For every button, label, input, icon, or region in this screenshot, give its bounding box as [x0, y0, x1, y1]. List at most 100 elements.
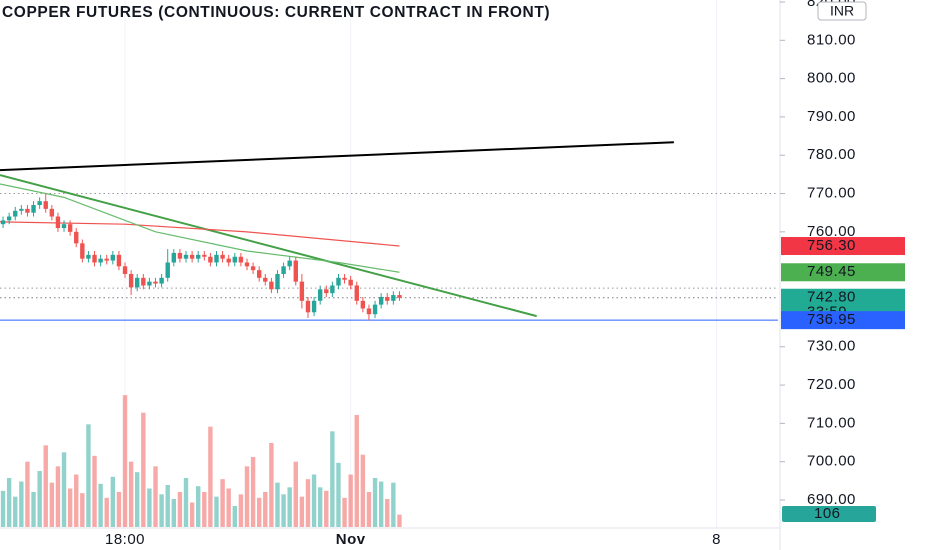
y-tick-label: 770.00: [807, 185, 856, 202]
currency-label: INR: [830, 3, 854, 19]
candle-body: [324, 289, 329, 294]
candle-body: [80, 243, 85, 259]
y-tick-label: 800.00: [807, 70, 856, 87]
candle-body: [348, 279, 353, 286]
volume-bar: [391, 482, 396, 527]
volume-bar: [378, 481, 384, 527]
price-label-box: [781, 311, 905, 330]
candle-body: [116, 254, 122, 267]
candle-body: [122, 266, 128, 274]
chart-title: COPPER FUTURES (CONTINUOUS: CURRENT CONT…: [2, 4, 550, 21]
volume-bar: [153, 466, 158, 527]
candle-body: [269, 281, 274, 290]
volume-bar: [135, 472, 140, 527]
volume-bar: [232, 506, 237, 527]
volume-bar: [275, 482, 280, 527]
y-tick-label: 720.00: [807, 376, 856, 393]
candle-body: [330, 285, 335, 294]
candle-body: [202, 254, 207, 257]
candle-body: [19, 208, 24, 211]
volume-bar: [183, 478, 189, 527]
volume-bar: [122, 395, 128, 527]
candle-body: [311, 300, 317, 313]
volume-bar: [226, 488, 231, 527]
volume-bar: [348, 474, 353, 527]
candle-body: [135, 277, 140, 288]
volume-bar: [49, 482, 55, 527]
volume-bar: [256, 497, 262, 527]
candle-body: [220, 254, 225, 259]
candle-body: [147, 281, 152, 286]
candle-body: [385, 296, 390, 301]
candle-body: [281, 266, 286, 274]
volume-bar: [19, 481, 24, 527]
candle-body: [37, 201, 42, 206]
y-tick-label: 730.00: [807, 338, 856, 355]
candle-body: [165, 262, 170, 278]
y-tick-label: 710.00: [807, 414, 856, 431]
volume-bar: [147, 488, 152, 527]
price-label: 736.95: [807, 311, 856, 328]
volume-bar: [263, 492, 268, 527]
candle-body: [366, 308, 372, 315]
volume-bar: [31, 492, 36, 527]
volume-bar: [342, 497, 347, 527]
candle-body: [159, 277, 164, 284]
candle-body: [238, 256, 244, 263]
candle-body: [317, 289, 323, 301]
candle-body: [171, 252, 177, 263]
volume-bar: [177, 492, 183, 527]
volume-bar: [37, 471, 42, 527]
y-tick-label: 700.00: [807, 453, 856, 470]
volume-bar: [165, 485, 170, 527]
candle-body: [86, 254, 91, 259]
candle-body: [232, 256, 237, 263]
price-label: 749.45: [807, 263, 856, 280]
candle-body: [31, 205, 36, 213]
volume-bar: [250, 457, 256, 527]
trend-line: [0, 221, 400, 247]
candle-body: [336, 277, 341, 286]
volume-bar: [74, 474, 79, 527]
candle-body: [177, 252, 183, 259]
y-tick-label: 810.00: [807, 31, 856, 48]
volume-bar: [110, 476, 116, 527]
price-label: 756.30: [807, 237, 856, 254]
candle-body: [183, 254, 189, 259]
volume-bar: [330, 431, 335, 527]
volume-bar: [324, 490, 329, 527]
volume-bar: [6, 478, 12, 527]
candle-body: [153, 281, 158, 284]
volume-bar: [397, 514, 402, 527]
candle-body: [104, 258, 109, 261]
candle-body: [43, 201, 48, 209]
volume-bar: [317, 487, 323, 527]
volume-bar: [385, 499, 390, 527]
candle-body: [378, 296, 384, 305]
volume-bar: [214, 496, 219, 527]
y-tick-label: 690.00: [807, 491, 856, 508]
volume-bar: [25, 461, 30, 527]
candle-body: [214, 254, 219, 263]
price-axis: 820.00810.00800.00790.00780.00770.00760.…: [780, 0, 905, 522]
trend-line: [0, 183, 400, 273]
candle-body: [256, 270, 262, 278]
x-tick-label: Nov: [336, 531, 366, 548]
candle-body: [98, 258, 103, 263]
volume-bar: [220, 479, 225, 527]
candle-body: [360, 300, 366, 309]
y-tick-label: 760.00: [807, 223, 856, 240]
volume-bar: [116, 492, 122, 527]
candle-body: [6, 216, 12, 221]
currency-box[interactable]: [817, 1, 867, 21]
candle-body: [61, 224, 67, 229]
volume-bar: [287, 487, 292, 527]
volume-bar: [128, 461, 134, 527]
volume-bar: [372, 478, 378, 527]
candle-body: [67, 224, 73, 232]
candle-body: [196, 254, 201, 259]
volume-bar: [0, 490, 6, 527]
volume-bar: [208, 426, 213, 527]
